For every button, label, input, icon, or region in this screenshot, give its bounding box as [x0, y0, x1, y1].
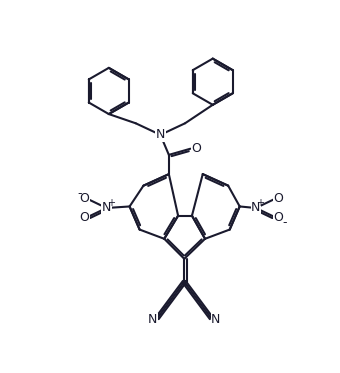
- Text: N: N: [148, 313, 157, 326]
- Text: N: N: [156, 128, 165, 141]
- Text: O: O: [273, 211, 283, 224]
- Text: -: -: [77, 187, 82, 200]
- Text: +: +: [256, 198, 265, 209]
- Text: N: N: [251, 201, 260, 214]
- Text: O: O: [273, 192, 283, 205]
- Text: O: O: [192, 142, 202, 155]
- Text: -: -: [282, 216, 287, 229]
- Text: +: +: [107, 198, 115, 209]
- Text: O: O: [79, 192, 89, 205]
- Text: N: N: [102, 201, 111, 214]
- Text: O: O: [79, 211, 89, 224]
- Text: N: N: [211, 313, 221, 326]
